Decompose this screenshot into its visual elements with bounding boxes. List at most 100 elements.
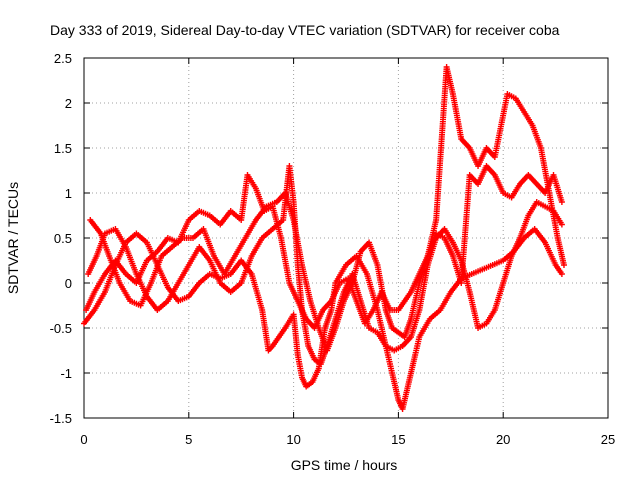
data-point	[294, 352, 305, 379]
data-point	[91, 291, 107, 313]
grid	[84, 58, 608, 418]
data-point	[217, 280, 232, 294]
data-point	[259, 307, 272, 352]
data-point	[265, 344, 275, 354]
data-point	[433, 66, 450, 223]
data-point	[374, 329, 388, 348]
data-point	[290, 311, 301, 356]
y-tick-label: 2.5	[54, 51, 72, 66]
data-point	[248, 237, 264, 259]
data-point	[196, 272, 212, 286]
data-point	[83, 291, 97, 313]
data-point	[407, 282, 422, 322]
data-point	[424, 219, 439, 259]
data-point	[443, 64, 456, 95]
data-point	[384, 352, 395, 374]
data-point	[286, 280, 300, 302]
x-axis-ticks: 0 5 10 15 20 25	[80, 58, 615, 447]
data-point	[516, 214, 531, 241]
data-point	[483, 163, 497, 177]
data-point	[175, 294, 190, 304]
data-point	[558, 221, 565, 228]
data-point	[437, 291, 453, 313]
data-point	[227, 281, 243, 295]
data-point	[278, 235, 293, 284]
data-point	[550, 172, 565, 203]
data-point	[311, 309, 326, 331]
data-point	[433, 230, 446, 240]
y-axis-ticks: -1.5 -1 -0.5 0 0.5 1 1.5 2 2.5	[50, 51, 608, 426]
data-point	[185, 209, 201, 223]
data-point	[282, 190, 296, 221]
plot-frame	[83, 57, 609, 419]
data-point	[87, 217, 103, 235]
data-point	[101, 226, 117, 237]
data-point	[491, 282, 506, 313]
series-3	[87, 163, 565, 354]
data-point	[361, 308, 376, 327]
data-point	[309, 367, 321, 385]
data-point	[537, 145, 552, 194]
data-point	[259, 227, 274, 241]
data-point	[286, 163, 297, 203]
data-point	[305, 343, 317, 361]
data-point	[389, 370, 401, 401]
data-point	[531, 226, 547, 244]
data-point	[175, 264, 191, 286]
data-point	[366, 239, 380, 266]
data-point	[353, 298, 368, 325]
chart-title: Day 333 of 2019, Sidereal Day-to-day VTE…	[50, 22, 560, 38]
x-tick-label: 25	[601, 432, 615, 447]
data-point	[491, 172, 506, 194]
data-point	[97, 230, 112, 257]
data-point	[137, 282, 154, 309]
data-point	[290, 217, 305, 266]
x-tick-label: 5	[185, 432, 192, 447]
data-point	[185, 281, 201, 300]
data-point	[426, 308, 442, 322]
data-point	[500, 255, 514, 286]
data-point	[196, 244, 212, 262]
data-point	[81, 308, 97, 327]
y-tick-label: -0.5	[50, 321, 72, 336]
data-point	[416, 318, 432, 340]
data-point	[85, 255, 99, 277]
data-point	[468, 267, 484, 277]
data-point	[525, 172, 539, 186]
data-point	[154, 299, 170, 313]
data-point	[552, 262, 564, 276]
data-point	[154, 236, 170, 255]
series-4	[83, 64, 567, 331]
data-point	[416, 255, 430, 277]
data-point	[489, 258, 505, 268]
data-point	[122, 244, 139, 275]
data-point	[311, 356, 323, 366]
data-point	[91, 273, 107, 295]
data-point	[407, 273, 422, 295]
data-point	[332, 264, 348, 286]
data-point	[238, 255, 254, 286]
data-point	[315, 325, 330, 352]
data-point	[200, 226, 217, 257]
y-tick-label: -1.5	[50, 411, 72, 426]
data-point	[405, 354, 418, 385]
data-point	[475, 321, 488, 331]
data-point	[512, 95, 526, 114]
data-point	[529, 122, 544, 149]
data-point	[508, 237, 523, 259]
data-point	[221, 255, 237, 277]
data-point	[133, 259, 149, 286]
data-point	[389, 325, 400, 335]
x-tick-label: 0	[80, 432, 87, 447]
data-point	[238, 174, 251, 223]
data-point	[500, 190, 513, 200]
y-tick-label: 2	[65, 96, 72, 111]
data-point	[332, 300, 347, 331]
data-point	[294, 298, 309, 320]
data-point	[542, 239, 558, 266]
data-point	[269, 335, 281, 349]
data-point	[143, 293, 160, 312]
data-point	[217, 209, 233, 228]
y-tick-label: 0.5	[54, 231, 72, 246]
